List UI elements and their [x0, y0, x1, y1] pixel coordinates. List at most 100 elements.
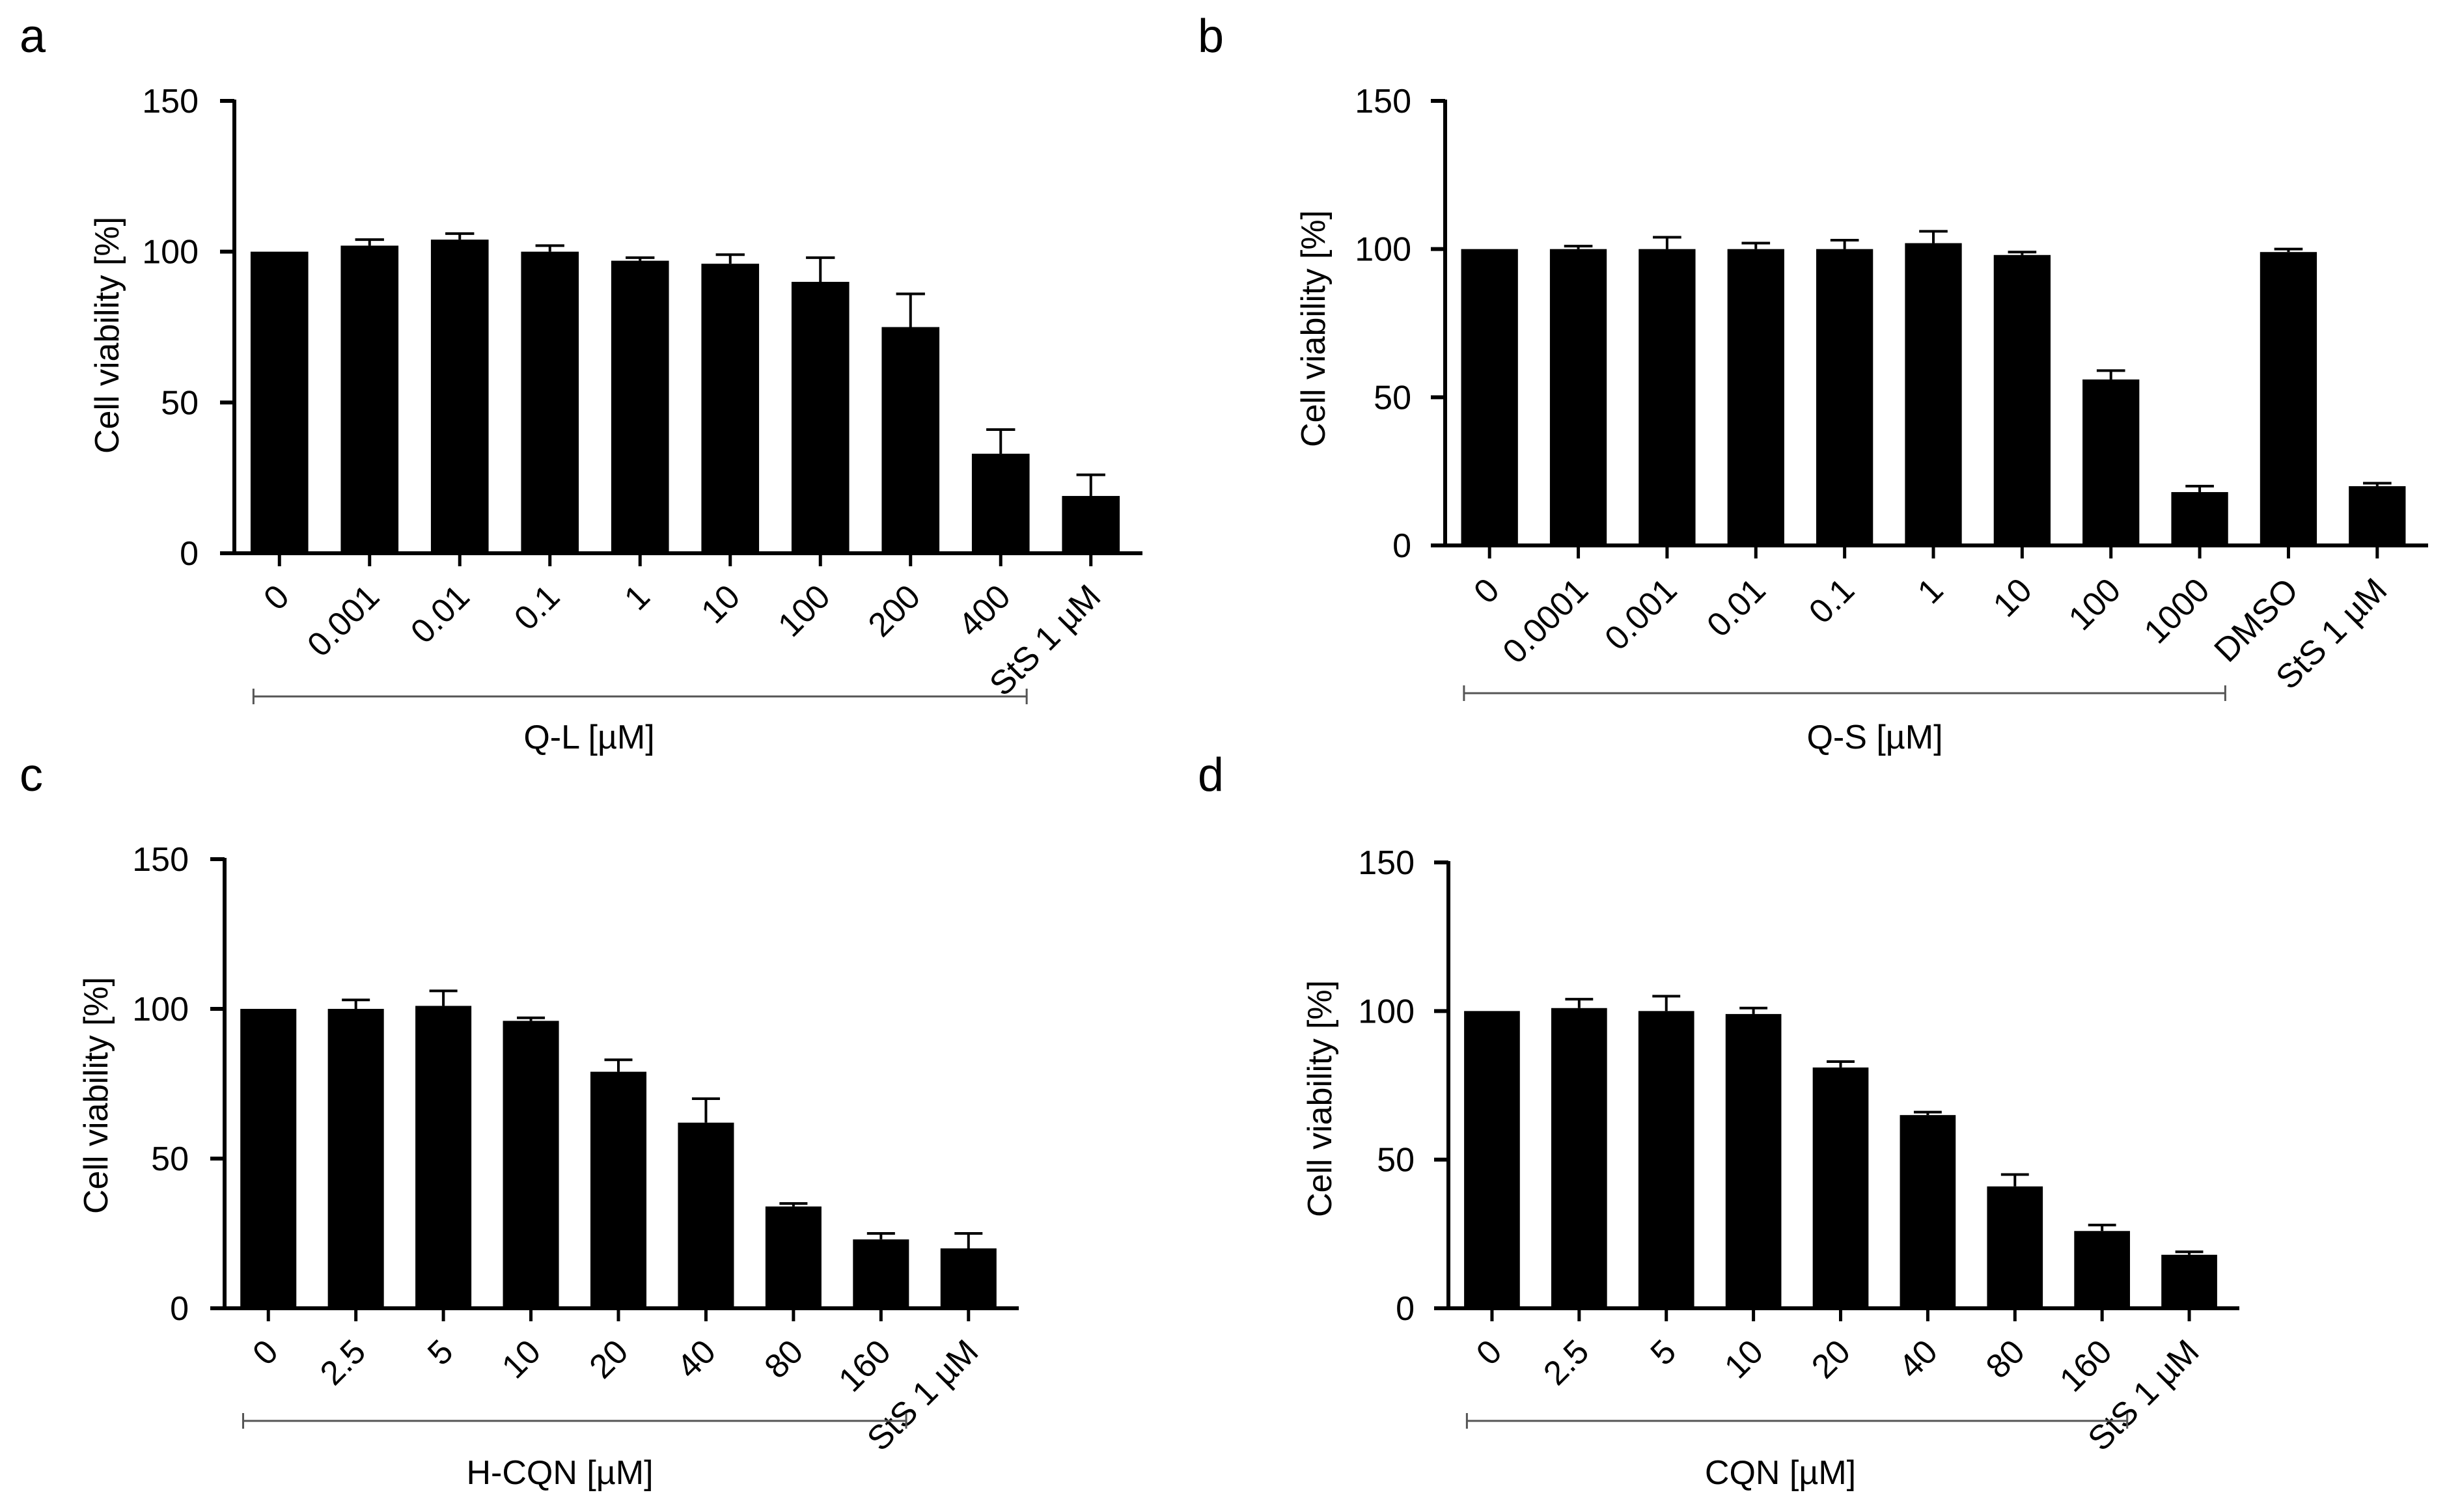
panel-d-y-tick-label: 50: [1377, 1142, 1415, 1179]
panel-b-category-label: 0.1: [1802, 571, 1862, 631]
panel-a-bar: [791, 282, 850, 553]
panel-b-bar: [1993, 254, 2051, 545]
panel-c-category-label: 2.5: [313, 1332, 373, 1392]
panel-d-category-label: 0: [1469, 1332, 1509, 1372]
panel-d-letter: d: [1198, 749, 1224, 801]
panel-d-bar: [1638, 1011, 1694, 1308]
panel-d-ylabel: Cell viability [%]: [1301, 980, 1339, 1217]
panel-c-y-tick-label: 150: [132, 841, 189, 879]
panel-d-bar: [1987, 1186, 2043, 1308]
panel-c-bar: [940, 1248, 997, 1308]
panel-b-bar: [2171, 492, 2228, 545]
panel-c-group-label: H-CQN [µM]: [466, 1454, 653, 1492]
panel-b-bar: [1461, 249, 1518, 545]
panel-b-category-label: 0.001: [1597, 571, 1684, 657]
panel-a-bar: [521, 251, 579, 553]
panel-b-category-label: 1000: [2137, 571, 2217, 651]
panel-d-category-label: 5: [1644, 1332, 1683, 1372]
panel-d-y-tick-label: 150: [1358, 844, 1415, 882]
panel-b-category-label: 0: [1467, 571, 1506, 611]
panel-c-category-label: 20: [583, 1332, 636, 1386]
panel-b-bar: [1816, 249, 1873, 545]
panel-a-bar: [250, 251, 309, 553]
panel-b-letter: b: [1198, 10, 1224, 62]
panel-a-group-label: Q-L [µM]: [523, 719, 654, 756]
panel-c-bar: [765, 1206, 822, 1308]
panel-b-bar: [1905, 243, 1962, 545]
panel-b-category-label: 0.0001: [1496, 571, 1596, 670]
panel-a-y-tick-label: 50: [161, 384, 199, 422]
panel-b-bar: [2260, 252, 2317, 545]
panel-a-bar: [340, 245, 399, 553]
panel-b-y-tick-label: 150: [1355, 83, 1411, 120]
panel-a-category-label: 0.01: [404, 577, 477, 651]
panel-a-category-label: 200: [861, 577, 928, 644]
panel-c-y-tick-label: 0: [170, 1290, 189, 1328]
panel-b-category-label: 1: [1911, 571, 1950, 611]
panel-c-category-label: 0: [245, 1332, 285, 1372]
panel-a-letter: a: [20, 10, 46, 62]
panel-a-bar: [430, 240, 489, 553]
panel-a-bar: [971, 454, 1030, 553]
panel-d-bar: [1551, 1008, 1607, 1308]
panel-b-group-label: Q-S [µM]: [1806, 719, 1942, 756]
panel-b-y-tick-label: 50: [1374, 379, 1411, 417]
panel-d-bar: [2161, 1254, 2217, 1308]
panel-c-ylabel: Cell viability [%]: [77, 977, 115, 1214]
panel-b-bar: [1549, 249, 1607, 545]
panel-a-category-label: 0.001: [300, 577, 387, 664]
panel-a-category-label: 0: [256, 577, 296, 617]
panel-d-y-tick-label: 0: [1396, 1290, 1415, 1328]
panel-d-category-label: 40: [1892, 1332, 1945, 1386]
panel-d-bar: [1812, 1067, 1869, 1308]
panel-d-category-label: 160: [2053, 1332, 2119, 1399]
panel-c-category-label: 80: [757, 1332, 810, 1386]
panel-c-y-tick-label: 50: [151, 1140, 189, 1178]
panel-c-bar: [503, 1021, 559, 1308]
panel-b-ylabel: Cell viability [%]: [1295, 210, 1333, 447]
panel-a-category-label: 0.1: [507, 577, 567, 637]
panel-a-category-label: 100: [771, 577, 837, 644]
panel-a-category-label: 1: [617, 577, 657, 617]
panel-c-letter: c: [20, 749, 43, 801]
panel-a-bar: [701, 264, 760, 553]
panel-b-bar: [2349, 486, 2406, 545]
panel-c-category-label: 160: [831, 1332, 898, 1399]
panel-d-category-label: 80: [1979, 1332, 2032, 1386]
panel-b-bar: [1727, 249, 1784, 545]
panel-a-category-label: 10: [694, 577, 747, 631]
panel-c-bar: [415, 1006, 472, 1308]
panel-b-category-label: 0.01: [1700, 571, 1773, 644]
panel-a-y-tick-label: 0: [180, 535, 199, 573]
panel-d-bar: [1725, 1013, 1782, 1308]
panel-a-y-tick-label: 100: [142, 234, 199, 271]
panel-a-category-label: 400: [951, 577, 1017, 644]
panel-c-y-tick-label: 100: [132, 991, 189, 1028]
panel-a-ylabel: Cell viability [%]: [89, 217, 126, 454]
panel-c-bar: [327, 1009, 384, 1308]
panel-d-bar: [1464, 1011, 1520, 1308]
panel-b-y-tick-label: 0: [1392, 527, 1411, 565]
panel-d-bar: [1900, 1115, 1956, 1308]
panel-d-category-label: 20: [1804, 1332, 1858, 1386]
panel-a-y-tick-label: 150: [142, 83, 199, 120]
panel-a-bar: [1062, 495, 1120, 553]
panel-c-category-label: 5: [421, 1332, 460, 1372]
panel-d-bar: [2074, 1231, 2131, 1308]
panel-a-bar: [611, 260, 669, 553]
panel-b-bar: [1638, 249, 1696, 545]
panel-d-category-label: 10: [1717, 1332, 1771, 1386]
panel-c-bar: [678, 1122, 734, 1308]
panel-b-category-label: 10: [1986, 571, 2039, 624]
panel-b-bar: [2082, 379, 2140, 545]
panel-c-category-label: 10: [495, 1332, 548, 1386]
panel-a-bar: [881, 327, 940, 553]
panel-c-category-label: 40: [670, 1332, 723, 1386]
panel-d-category-label: 2.5: [1536, 1332, 1596, 1392]
panel-c-bar: [853, 1239, 909, 1308]
panel-d-chart: d Cell viability [%] 0 50 100 150 0 2.5 5 10 20 4…: [1198, 749, 2239, 1492]
panel-b-y-tick-label: 100: [1355, 231, 1411, 269]
